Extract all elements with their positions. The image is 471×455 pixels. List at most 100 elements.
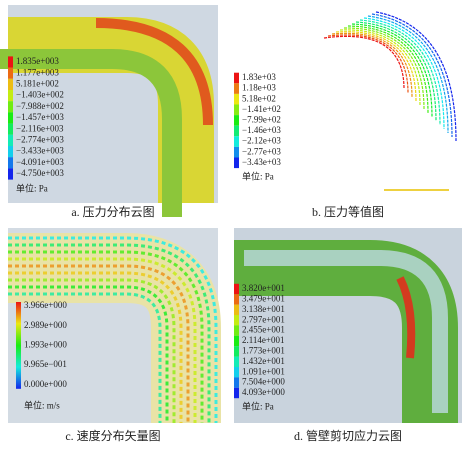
panel: 1.83e+031.18e+035.18e+02−1.41e+02−7.99e+… <box>234 5 462 219</box>
legend-label: 5.18e+02 <box>242 93 276 103</box>
legend-unit: 单位: Pa <box>242 170 274 181</box>
legend-swatch <box>8 168 13 180</box>
legend-swatch <box>234 115 239 126</box>
contour-line <box>347 25 429 114</box>
legend-label: −3.433e+003 <box>16 146 64 156</box>
legend-label: −2.774e+003 <box>16 134 64 144</box>
legend-swatch <box>234 294 239 305</box>
legend-swatch <box>8 56 13 68</box>
legend-label: −1.46e+03 <box>242 125 281 135</box>
pipe-inner <box>0 49 182 217</box>
contour-line <box>323 35 405 90</box>
legend-swatch <box>234 125 239 137</box>
legend-label: 2.114e+001 <box>242 335 285 345</box>
legend-label: 7.504e+000 <box>242 377 285 387</box>
contour-line <box>359 19 441 126</box>
legend-swatch <box>234 157 239 169</box>
panel: 3.966e+000 2.989e+000 1.993e+000 9.965e−001… <box>8 228 221 443</box>
legend-label: 0.000e+000 <box>24 379 67 389</box>
legend-label: −7.988e+002 <box>16 101 64 111</box>
vector-band <box>8 236 218 423</box>
legend-label: 1.091e+001 <box>242 366 285 376</box>
contour-line <box>371 13 453 138</box>
legend-label: 2.455e+001 <box>242 325 285 335</box>
vector-band <box>8 250 204 423</box>
legend-swatch <box>234 146 239 158</box>
legend-label: 3.138e+001 <box>242 304 285 314</box>
legend-label: 1.432e+001 <box>242 356 285 366</box>
legend-label: 1.835e+003 <box>16 56 59 66</box>
legend-label: −2.77e+03 <box>242 146 281 156</box>
legend-label: 3.479e+001 <box>242 293 285 303</box>
legend-swatch <box>234 356 239 367</box>
legend-swatch <box>234 83 239 94</box>
legend-label: −1.403e+002 <box>16 90 64 100</box>
contour-line <box>351 23 433 118</box>
legend-label: −1.457e+003 <box>16 112 64 122</box>
vector-band <box>8 285 169 423</box>
legend-swatch <box>234 367 239 378</box>
legend-label: 1.773e+001 <box>242 345 285 355</box>
vector-band <box>8 271 183 423</box>
caption: b. 压力等值图 <box>312 204 384 219</box>
pipe-stress <box>396 276 416 359</box>
legend-label: 9.965e−001 <box>24 359 67 369</box>
caption: d. 管壁剪切应力云图 <box>294 428 402 443</box>
legend-swatch <box>234 325 239 336</box>
legend-swatch <box>234 72 239 84</box>
pipe-outer <box>95 18 213 126</box>
legend-swatch <box>8 101 13 113</box>
legend-label: 3.820e+001 <box>242 283 285 293</box>
pipe <box>8 233 221 423</box>
legend-label: −2.116e+003 <box>16 123 64 133</box>
legend-swatch <box>234 93 239 105</box>
legend-label: 4.093e+000 <box>242 387 285 397</box>
legend-swatch <box>8 123 13 135</box>
legend-label: 3.966e+000 <box>24 300 67 310</box>
legend-label: −7.99e+02 <box>242 114 281 124</box>
contour-line <box>355 21 437 122</box>
legend-swatch <box>234 283 239 295</box>
contour-line <box>343 27 425 110</box>
contour-line <box>331 32 413 98</box>
legend-label: −3.43e+03 <box>242 157 281 167</box>
legend-swatch <box>234 377 239 388</box>
panel: 3.820e+0013.479e+0013.138e+0012.797e+001… <box>234 228 462 443</box>
legend-swatch <box>234 104 239 116</box>
legend-swatch <box>8 90 13 102</box>
legend-swatch <box>234 346 239 357</box>
legend-unit: 单位: Pa <box>16 182 48 193</box>
pipe <box>234 240 458 423</box>
legend-swatch <box>8 134 13 146</box>
legend-label: 1.993e+000 <box>24 339 67 349</box>
legend-label: −4.750e+003 <box>16 168 64 178</box>
contour-line <box>375 11 457 142</box>
legend-label: 2.989e+000 <box>24 320 67 330</box>
legend-swatch <box>234 136 239 147</box>
legend-label: 5.181e+002 <box>16 78 59 88</box>
pipe <box>8 17 214 203</box>
legend-swatch <box>8 67 13 79</box>
contour-line <box>363 17 445 130</box>
caption: c. 速度分布矢量图 <box>65 428 160 443</box>
legend-swatch <box>8 78 13 90</box>
vector-band <box>8 264 190 423</box>
legend-label: 2.797e+001 <box>242 314 285 324</box>
legend-swatch <box>8 112 13 124</box>
contour-line <box>335 31 417 102</box>
legend-swatch <box>234 315 239 326</box>
legend-swatch <box>234 387 239 399</box>
contour-line <box>339 29 421 106</box>
pipe-highlight <box>244 250 448 413</box>
legend-swatch <box>234 304 239 315</box>
legend-swatch <box>8 146 13 158</box>
contour-line <box>327 34 409 94</box>
legend-label: −4.091e+003 <box>16 157 64 167</box>
legend-label: 1.18e+03 <box>242 83 276 93</box>
legend-unit: 单位: Pa <box>242 400 274 411</box>
legend-label: 1.177e+003 <box>16 67 59 77</box>
legend-unit: 单位: m/s <box>24 400 60 411</box>
caption: a. 压力分布云图 <box>71 205 154 219</box>
